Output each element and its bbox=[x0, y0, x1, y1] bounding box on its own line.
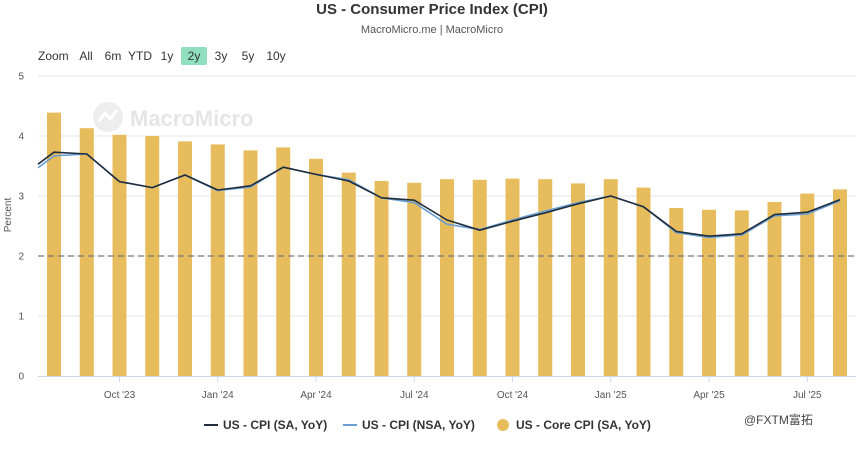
bar-core-cpi bbox=[276, 147, 291, 376]
zoom-button-1y[interactable]: 1y bbox=[161, 49, 174, 63]
zoom-button-label[interactable]: All bbox=[79, 49, 92, 63]
bar-core-cpi bbox=[767, 202, 782, 376]
zoom-button-label[interactable]: 5y bbox=[242, 49, 255, 63]
bar-core-cpi bbox=[47, 112, 61, 376]
range-selector: Zoom All 6m YTD 1y 2y 3y 5y 10y bbox=[38, 47, 286, 65]
y-axis-label: Percent bbox=[3, 198, 14, 233]
chart-subtitle: MacroMicro.me | MacroMicro bbox=[361, 24, 503, 36]
zoom-button-ytd[interactable]: YTD bbox=[128, 49, 152, 63]
bar-core-cpi bbox=[702, 209, 716, 376]
zoom-button-2y[interactable]: 2y bbox=[181, 47, 207, 65]
x-tick-label: Jul '24 bbox=[400, 390, 429, 401]
zoom-button-label[interactable]: 3y bbox=[215, 49, 228, 63]
zoom-button-label[interactable]: YTD bbox=[128, 49, 152, 63]
zoom-button-3y[interactable]: 3y bbox=[215, 49, 228, 63]
bar-core-cpi bbox=[309, 158, 323, 376]
x-tick-label: Apr '25 bbox=[693, 390, 725, 401]
legend-label: US - Core CPI (SA, YoY) bbox=[516, 418, 651, 432]
zoom-button-6m[interactable]: 6m bbox=[105, 49, 122, 63]
y-tick-label: 2 bbox=[18, 252, 24, 263]
y-tick-label: 3 bbox=[18, 192, 24, 203]
bar-core-cpi bbox=[341, 172, 356, 376]
legend-label: US - CPI (SA, YoY) bbox=[223, 418, 327, 432]
zoom-button-label[interactable]: 2y bbox=[188, 49, 201, 63]
legend-dot-icon bbox=[497, 419, 509, 431]
zoom-button-label[interactable]: 10y bbox=[266, 49, 285, 63]
bar-core-cpi bbox=[407, 182, 422, 376]
bar-core-cpi bbox=[538, 179, 553, 376]
zoom-selected-highlight bbox=[181, 47, 207, 65]
bar-core-cpi bbox=[374, 181, 389, 376]
legend-item[interactable]: US - CPI (SA, YoY) bbox=[204, 418, 327, 432]
bar-core-cpi bbox=[210, 144, 225, 376]
bar-core-cpi bbox=[734, 210, 749, 376]
legend-item[interactable]: US - Core CPI (SA, YoY) bbox=[497, 418, 651, 432]
x-tick-label: Jul '25 bbox=[793, 390, 822, 401]
bar-core-cpi bbox=[472, 179, 487, 376]
bar-core-cpi bbox=[800, 193, 815, 376]
legend: US - CPI (SA, YoY) US - CPI (NSA, YoY) US … bbox=[204, 418, 651, 432]
legend-item[interactable]: US - CPI (NSA, YoY) bbox=[343, 418, 475, 432]
zoom-button-label[interactable]: 1y bbox=[161, 49, 174, 63]
bar-core-cpi bbox=[440, 179, 454, 376]
bar-core-cpi bbox=[243, 150, 258, 376]
bar-core-cpi bbox=[669, 208, 684, 376]
series-lines bbox=[37, 151, 841, 239]
line-cpi-sa bbox=[37, 151, 841, 237]
y-tick-label: 5 bbox=[18, 72, 24, 83]
bar-core-cpi bbox=[79, 128, 94, 376]
zoom-button-10y[interactable]: 10y bbox=[266, 49, 285, 63]
zoom-button-label[interactable]: 6m bbox=[105, 49, 122, 63]
zoom-button-all[interactable]: All bbox=[79, 49, 92, 63]
x-tick-label: Apr '24 bbox=[300, 390, 332, 401]
x-tick-label: Oct '24 bbox=[497, 390, 529, 401]
axes: 0 1 2 3 4 5 Oct '23 Jan '24 Apr '24 Jul '24 Oct '2… bbox=[18, 72, 856, 401]
bar-core-cpi bbox=[636, 187, 651, 376]
y-tick-label: 4 bbox=[18, 132, 24, 143]
zoom-button-5y[interactable]: 5y bbox=[242, 49, 255, 63]
watermark: MacroMicro bbox=[93, 102, 253, 132]
watermark-text: MacroMicro bbox=[130, 106, 253, 131]
x-tick-label: Jan '25 bbox=[595, 390, 627, 401]
bar-core-cpi bbox=[571, 183, 585, 376]
corner-mark-text: @FXTM富拓 bbox=[744, 412, 813, 427]
chart-title: US - Consumer Price Index (CPI) bbox=[316, 1, 548, 18]
corner-mark: @FXTM富拓 bbox=[744, 412, 813, 427]
bar-core-cpi bbox=[833, 189, 847, 376]
bar-core-cpi bbox=[603, 179, 618, 376]
bars-core-cpi bbox=[47, 112, 847, 376]
x-tick-label: Jan '24 bbox=[202, 390, 234, 401]
bar-core-cpi bbox=[178, 141, 192, 376]
y-tick-label: 0 bbox=[18, 372, 24, 383]
bar-core-cpi bbox=[505, 178, 520, 376]
x-tick-label: Oct '23 bbox=[104, 390, 136, 401]
zoom-label: Zoom bbox=[38, 49, 69, 63]
legend-label: US - CPI (NSA, YoY) bbox=[362, 418, 475, 432]
y-tick-label: 1 bbox=[18, 312, 24, 323]
